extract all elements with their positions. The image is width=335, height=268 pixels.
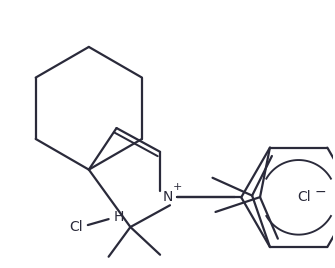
Text: N: N: [163, 190, 173, 204]
Text: Cl: Cl: [69, 220, 83, 234]
Text: Cl: Cl: [297, 190, 311, 204]
Text: −: −: [315, 184, 326, 198]
Text: H: H: [113, 210, 124, 224]
Text: +: +: [173, 183, 183, 192]
